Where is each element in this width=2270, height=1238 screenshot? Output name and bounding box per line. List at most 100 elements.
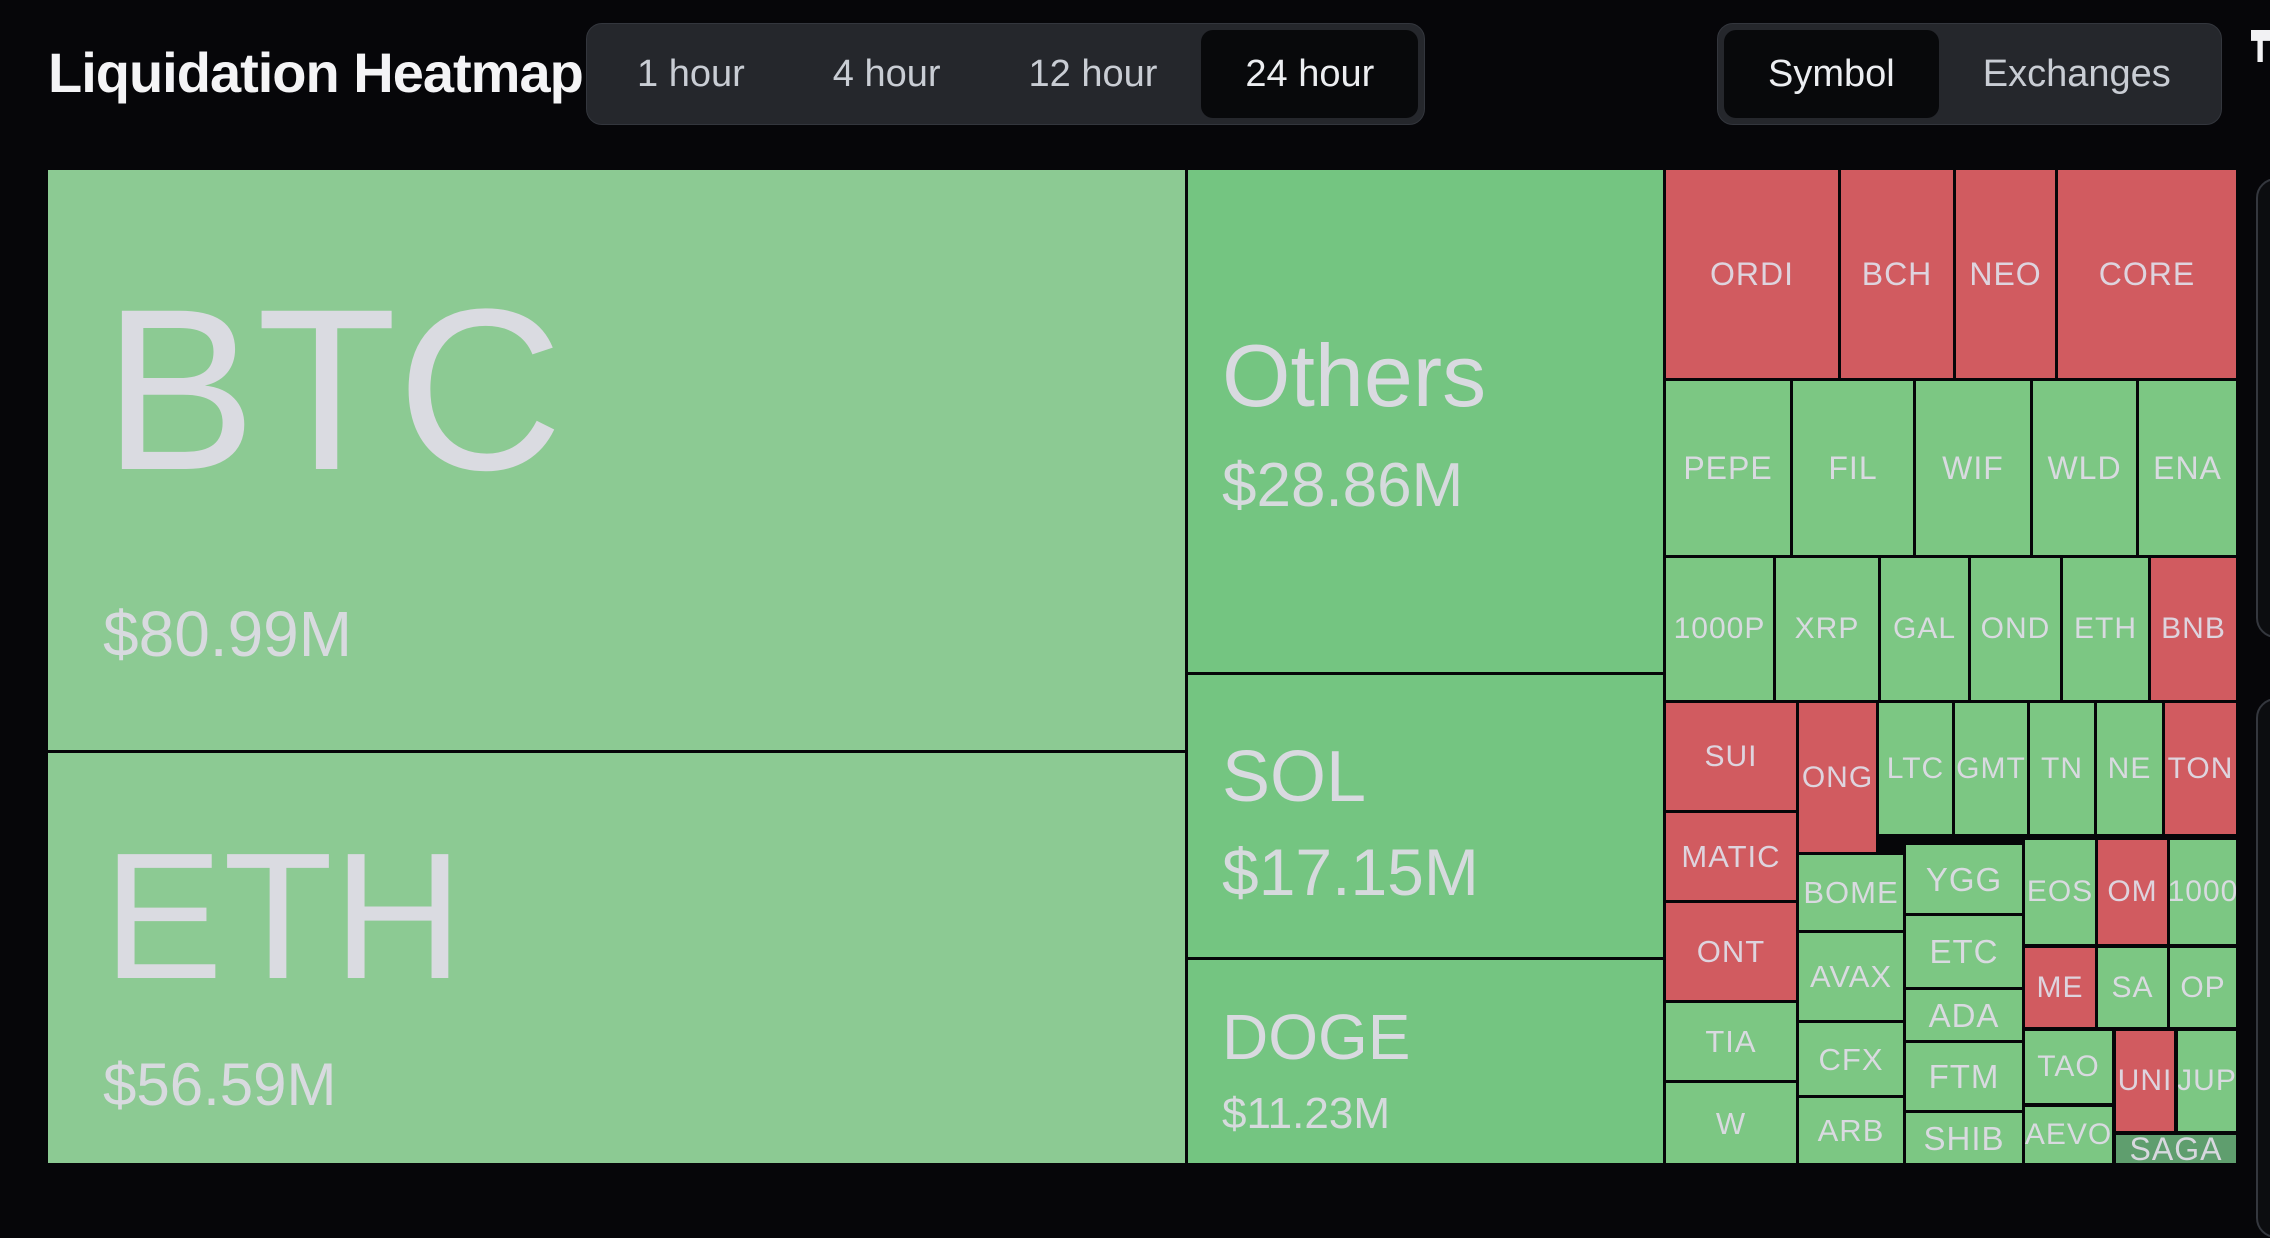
cell-symbol: BCH — [1861, 256, 1933, 292]
treemap-cell-tia[interactable]: TIA — [1666, 1003, 1796, 1080]
treemap-cell-matic[interactable]: MATIC — [1666, 813, 1796, 900]
cell-symbol: NE — [2107, 751, 2152, 785]
treemap-cell-wif[interactable]: WIF — [1916, 381, 2030, 555]
time-range-24-hour[interactable]: 24 hour — [1201, 30, 1419, 118]
treemap-cell-ordi[interactable]: ORDI — [1666, 170, 1838, 378]
cell-symbol: CORE — [2098, 256, 2196, 292]
page-title: Liquidation Heatmap — [48, 41, 584, 104]
cell-symbol: JUP — [2178, 1064, 2236, 1097]
cell-symbol: W — [1715, 1105, 1747, 1141]
cell-symbol: TN — [2041, 751, 2083, 785]
view-toggle-group: Symbol Exchanges — [1717, 23, 2222, 125]
cell-symbol: ONT — [1696, 934, 1766, 969]
treemap-cell-others[interactable]: Others $28.86M — [1188, 170, 1663, 672]
treemap-cell-bome[interactable]: BOME — [1799, 855, 1903, 930]
treemap-cell-eos[interactable]: EOS — [2025, 840, 2095, 944]
treemap-cell-w[interactable]: W — [1666, 1083, 1796, 1163]
cell-symbol: ORDI — [1710, 256, 1794, 292]
cell-symbol: OP — [2180, 970, 2226, 1004]
cell-symbol: BNB — [2161, 612, 2226, 645]
time-range-1-hour[interactable]: 1 hour — [637, 52, 745, 95]
treemap-cell-om[interactable]: OM — [2098, 840, 2167, 944]
treemap-cell-neo[interactable]: NEO — [1956, 170, 2055, 378]
cell-symbol: TIA — [1705, 1024, 1757, 1059]
view-tab-symbol[interactable]: Symbol — [1724, 30, 1939, 118]
treemap-cell-tao[interactable]: TAO — [2025, 1031, 2112, 1103]
treemap-cell-ltc[interactable]: LTC — [1879, 703, 1952, 834]
treemap-cell-1000p[interactable]: 1000P — [1666, 558, 1773, 700]
treemap-cell-pepe[interactable]: PEPE — [1666, 381, 1790, 555]
treemap-cell-arb[interactable]: ARB — [1799, 1098, 1903, 1163]
treemap-cell-ftm[interactable]: FTM — [1906, 1043, 2022, 1110]
cell-symbol: SA — [2111, 970, 2154, 1004]
treemap-cell-op[interactable]: OP — [2170, 948, 2236, 1027]
treemap-cell-fil[interactable]: FIL — [1793, 381, 1913, 555]
cell-symbol: MATIC — [1681, 839, 1781, 874]
cell-symbol: ETH — [2074, 612, 2137, 645]
treemap-cell-ena[interactable]: ENA — [2139, 381, 2236, 555]
cell-symbol: ENA — [2153, 450, 2222, 486]
treemap-cell-ton[interactable]: TON — [2165, 703, 2236, 834]
treemap-cell-btc[interactable]: BTC $80.99M — [48, 170, 1185, 750]
treemap-cell-saga[interactable]: SAGA — [2116, 1135, 2236, 1163]
treemap-cell-bch[interactable]: BCH — [1841, 170, 1953, 378]
cell-symbol: UNI — [2117, 1064, 2173, 1097]
treemap-cell-eth[interactable]: ETH — [2063, 558, 2148, 700]
cell-symbol: FTM — [1928, 1058, 2000, 1095]
cell-value: $28.86M — [1222, 451, 1464, 521]
cell-symbol: SUI — [1704, 739, 1758, 773]
treemap-cell-ont[interactable]: ONT — [1666, 903, 1796, 1000]
cell-symbol: DOGE — [1222, 1001, 1411, 1074]
treemap-cell-jup[interactable]: JUP — [2178, 1031, 2236, 1131]
treemap-cell-ygg[interactable]: YGG — [1906, 845, 2022, 913]
treemap-cell-core[interactable]: CORE — [2058, 170, 2236, 378]
cell-symbol: GMT — [1956, 751, 2026, 785]
treemap-cell-aevo[interactable]: AEVO — [2025, 1107, 2112, 1163]
treemap-cell-me[interactable]: ME — [2025, 948, 2095, 1027]
treemap-cell-shib[interactable]: SHIB — [1906, 1113, 2022, 1163]
treemap-cell-ne[interactable]: NE — [2097, 703, 2162, 834]
treemap-cell-doge[interactable]: DOGE $11.23M — [1188, 960, 1663, 1163]
treemap-cell-ond[interactable]: OND — [1971, 558, 2060, 700]
cell-symbol: 1000 — [2170, 875, 2236, 908]
treemap-cell-uni[interactable]: UNI — [2116, 1031, 2174, 1131]
cell-value: $56.59M — [103, 1051, 337, 1119]
treemap-cell-ada[interactable]: ADA — [1906, 990, 2022, 1040]
cell-symbol: BTC — [103, 261, 563, 519]
cell-symbol: SHIB — [1923, 1119, 2005, 1157]
time-range-12-hour[interactable]: 12 hour — [1028, 52, 1158, 95]
treemap-cell-avax[interactable]: AVAX — [1799, 933, 1903, 1020]
cell-symbol: TON — [2167, 751, 2234, 785]
cell-symbol: 1000P — [1673, 612, 1766, 645]
treemap-cell-sa[interactable]: SA — [2098, 948, 2167, 1027]
cell-symbol: GAL — [1892, 612, 1957, 645]
treemap-cell-eth[interactable]: ETH $56.59M — [48, 753, 1185, 1163]
cell-value: $17.15M — [1222, 835, 1479, 910]
cell-symbol: OM — [2107, 875, 2158, 908]
treemap-cell-wld[interactable]: WLD — [2033, 381, 2136, 555]
time-range-4-hour[interactable]: 4 hour — [832, 52, 941, 95]
treemap-cell-1000[interactable]: 1000 — [2170, 840, 2236, 944]
cell-symbol: ETH — [103, 816, 463, 1017]
treemap-cell-xrp[interactable]: XRP — [1776, 558, 1878, 700]
cell-symbol: ME — [2036, 970, 2084, 1004]
cell-symbol: SOL — [1222, 736, 1367, 817]
treemap-cell-bnb[interactable]: BNB — [2151, 558, 2236, 700]
treemap-cell-etc[interactable]: ETC — [1906, 916, 2022, 987]
cell-symbol: LTC — [1886, 751, 1945, 785]
treemap-cell-cfx[interactable]: CFX — [1799, 1023, 1903, 1095]
treemap-cell-tn[interactable]: TN — [2030, 703, 2094, 834]
clipped-side-widget-bottom — [2256, 698, 2270, 1238]
cell-symbol: YGG — [1925, 860, 2003, 898]
cell-symbol: FIL — [1828, 450, 1878, 486]
cell-symbol: EOS — [2026, 875, 2094, 908]
cell-symbol: TAO — [2037, 1050, 2100, 1083]
treemap-cell-gal[interactable]: GAL — [1881, 558, 1968, 700]
treemap-cell-gmt[interactable]: GMT — [1955, 703, 2027, 834]
treemap-cell-sol[interactable]: SOL $17.15M — [1188, 675, 1663, 957]
view-tab-exchanges[interactable]: Exchanges — [1982, 52, 2171, 95]
treemap-cell-sui[interactable]: SUI — [1666, 703, 1796, 810]
cell-symbol: Others — [1222, 325, 1487, 425]
cell-symbol: AEVO — [2025, 1118, 2112, 1151]
treemap-cell-ong[interactable]: ONG — [1799, 703, 1876, 852]
